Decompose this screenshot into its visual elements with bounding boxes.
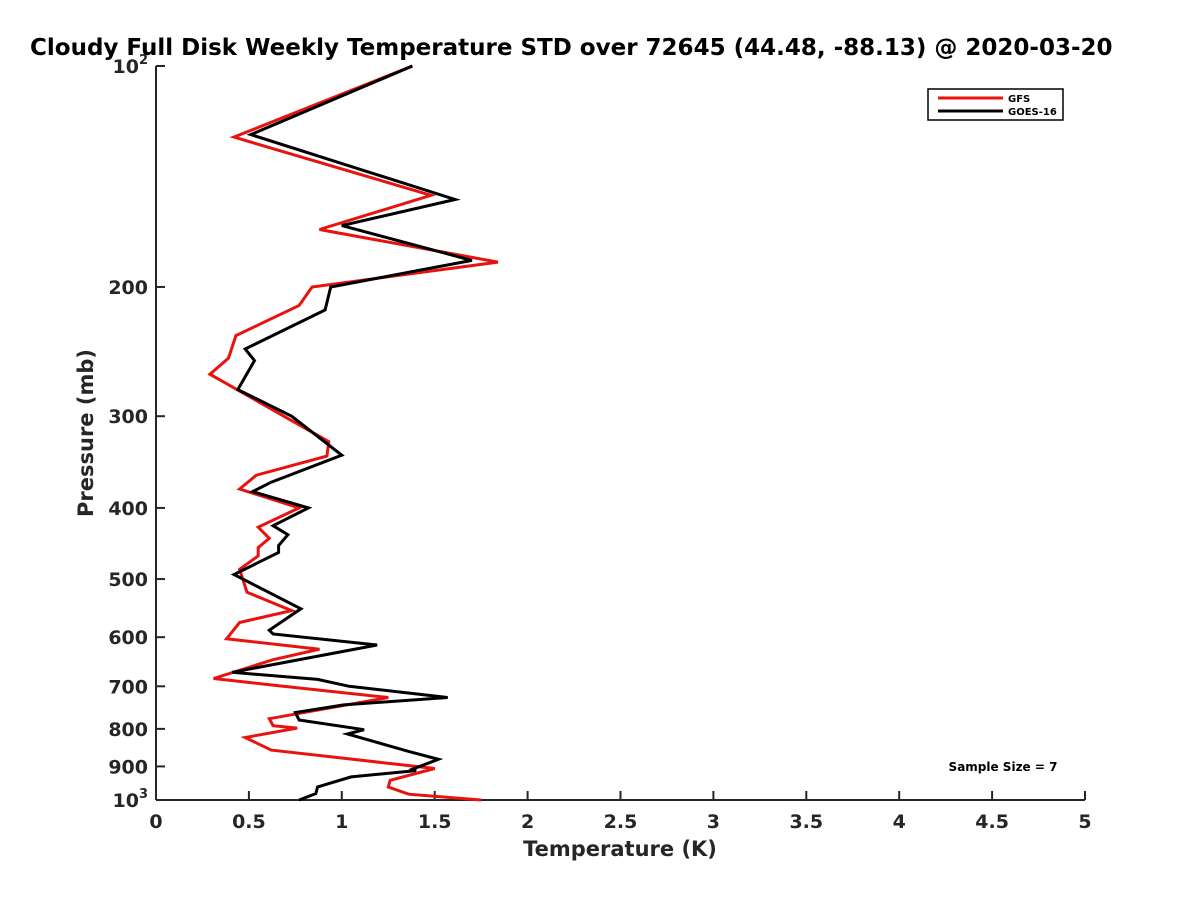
y-tick-label: 900 — [108, 756, 148, 778]
sample-size-note: Sample Size = 7 — [949, 760, 1058, 774]
x-tick-label: 4.5 — [975, 811, 1009, 833]
y-tick-label: 400 — [108, 498, 148, 520]
x-tick-label: 4 — [893, 811, 906, 833]
x-tick-label: 3 — [707, 811, 720, 833]
y-tick-label: 600 — [108, 627, 148, 649]
legend-box — [927, 88, 1064, 121]
x-tick-label: 5 — [1078, 811, 1091, 833]
y-tick-label: 102 — [113, 53, 149, 78]
series-line-gfs — [207, 64, 499, 802]
y-tick-label: 800 — [108, 719, 148, 741]
legend: GFS GOES-16 — [927, 88, 1064, 121]
x-tick-label: 3.5 — [789, 811, 823, 833]
legend-label: GFS — [1008, 94, 1030, 105]
series-line-goes-16 — [230, 64, 473, 802]
chart-title: Cloudy Full Disk Weekly Temperature STD … — [30, 35, 1113, 61]
y-axis-label: Pressure (mb) — [74, 349, 98, 517]
x-tick-label: 0 — [149, 811, 162, 833]
plot-area — [207, 64, 499, 802]
y-tick-label: 500 — [108, 569, 148, 591]
x-tick-label: 1 — [335, 811, 348, 833]
y-tick-label: 103 — [113, 787, 149, 812]
x-tick-label: 2.5 — [604, 811, 638, 833]
y-tick-label: 200 — [108, 277, 148, 299]
legend-label: GOES-16 — [1008, 107, 1057, 118]
x-tick-label: 0.5 — [232, 811, 266, 833]
axes: 0 0.5 1 1.5 2 2.5 3 3.5 4 4.5 5 102 200 300 400 500 600 7… — [108, 53, 1091, 833]
x-tick-label: 2 — [521, 811, 534, 833]
y-tick-label: 700 — [108, 676, 148, 698]
x-tick-label: 1.5 — [418, 811, 452, 833]
x-axis-label: Temperature (K) — [523, 837, 717, 861]
y-tick-label: 300 — [108, 406, 148, 428]
